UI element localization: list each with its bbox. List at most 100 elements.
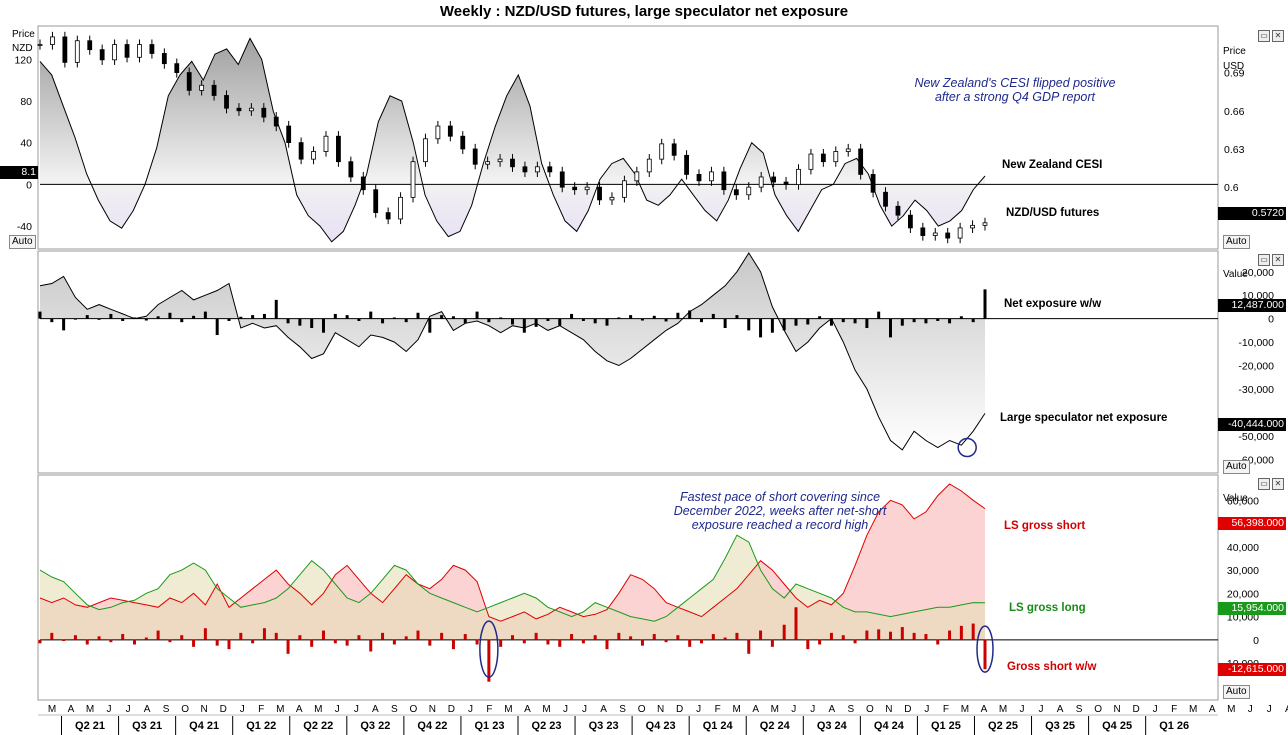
time-axis-month-label: O xyxy=(638,704,646,715)
net-ww-bar xyxy=(853,318,857,324)
net-ww-bar xyxy=(404,318,408,323)
net-ww-bar xyxy=(818,316,822,319)
right-axis-tick-p3: 0 xyxy=(1253,635,1259,647)
gross-short-ww-bar xyxy=(640,639,644,646)
futures-candle-body xyxy=(646,158,652,173)
time-axis-quarter-label: Q1 26 xyxy=(1159,720,1189,732)
annotation-short-line1: Fastest pace of short covering since xyxy=(679,490,881,504)
gross-short-ww-bar xyxy=(310,639,314,647)
futures-candle-body xyxy=(298,142,304,160)
gross-short-ww-bar xyxy=(180,635,184,640)
gross-short-ww-bar xyxy=(121,634,125,640)
auto-button-p1-right[interactable]: Auto xyxy=(1223,235,1250,249)
restore-icon-p2[interactable]: ▭ xyxy=(1258,254,1270,266)
gross-short-ww-bar xyxy=(451,639,455,650)
futures-candle-body xyxy=(671,143,677,156)
futures-candle-body xyxy=(696,174,702,182)
time-axis-month-label: S xyxy=(619,704,626,715)
net-ww-bar xyxy=(357,318,361,321)
auto-button-p2-right[interactable]: Auto xyxy=(1223,460,1250,474)
futures-candle-body xyxy=(733,189,739,196)
time-axis-quarter-label: Q2 24 xyxy=(760,720,791,732)
time-axis-month-label: M xyxy=(48,704,56,715)
time-axis-month-label: J xyxy=(1039,704,1044,715)
restore-icon-p1[interactable]: ▭ xyxy=(1258,30,1270,42)
net-ww-bar xyxy=(948,318,952,324)
futures-candle-body xyxy=(684,154,689,175)
time-axis-month-label: N xyxy=(657,704,664,715)
right-axis-header-p2: Value xyxy=(1223,269,1248,280)
futures-candle-body xyxy=(771,176,777,183)
gross-short-ww-bar xyxy=(322,630,325,640)
restore-icon-p3[interactable]: ▭ xyxy=(1258,478,1270,490)
futures-candle-body xyxy=(236,107,242,112)
time-axis-month-label: J xyxy=(563,704,568,715)
net-ww-bar xyxy=(700,318,703,323)
futures-candle-body xyxy=(547,166,553,173)
futures-candle-body xyxy=(385,212,391,220)
right-axis-header-p1-line1: Price xyxy=(1223,46,1246,57)
time-axis-month-label: J xyxy=(924,704,929,715)
right-axis-tick-p2: 0 xyxy=(1268,314,1274,326)
gross-short-ww-bar xyxy=(936,639,940,645)
right-axis-tick-p2: -20,000 xyxy=(1238,361,1274,373)
time-axis-month-label: J xyxy=(810,704,815,715)
close-icon-p2[interactable]: ✕ xyxy=(1272,254,1284,266)
futures-candle-body xyxy=(373,189,379,214)
futures-candle-body xyxy=(174,63,180,73)
gross-short-ww-bar xyxy=(829,632,833,640)
gross-short-ww-bar xyxy=(853,639,857,644)
net-ww-bar xyxy=(522,318,526,333)
gross-short-ww-bar xyxy=(511,635,514,640)
futures-candle-body xyxy=(796,168,801,186)
futures-candle-body xyxy=(758,176,764,188)
time-axis-quarter-label: Q1 24 xyxy=(703,720,734,732)
time-axis-month-label: M xyxy=(999,704,1007,715)
left-axis-tick-p1: 120 xyxy=(14,54,32,66)
futures-candle-body xyxy=(721,171,727,191)
time-axis-month-label: M xyxy=(771,704,779,715)
time-axis-month-label: D xyxy=(676,704,683,715)
futures-candle-body xyxy=(87,40,93,51)
right-axis-header-p1-line2: USD xyxy=(1223,61,1245,72)
close-icon-p3[interactable]: ✕ xyxy=(1272,478,1284,490)
net-ww-bar xyxy=(617,317,621,319)
gross-short-ww-bar xyxy=(487,639,491,682)
futures-candle-body xyxy=(137,44,142,58)
net-ww-bar xyxy=(936,318,940,321)
gross-short-ww-bar xyxy=(333,639,337,644)
net-ww-bar xyxy=(298,318,302,326)
right-axis-tick-p2: -30,000 xyxy=(1238,384,1274,396)
time-axis-month-label: J xyxy=(468,704,473,715)
futures-candle-body xyxy=(820,153,826,163)
auto-button-p3-right[interactable]: Auto xyxy=(1223,685,1250,699)
futures-candle-body xyxy=(248,107,254,112)
gross-short-ww-bar xyxy=(440,632,444,640)
time-axis-month-label: D xyxy=(448,704,455,715)
gross-short-ww-bar xyxy=(274,632,278,640)
close-icon-p1[interactable]: ✕ xyxy=(1272,30,1284,42)
futures-candle-body xyxy=(970,224,975,229)
right-axis-tick-p3: 20,000 xyxy=(1227,588,1259,600)
time-axis-month-label: A xyxy=(828,704,835,715)
time-axis-month-label: F xyxy=(258,704,264,715)
futures-candle-body xyxy=(522,166,528,173)
tag-gross-long: 15,954.000 xyxy=(1218,602,1286,615)
label-nz-cesi: New Zealand CESI xyxy=(1002,159,1103,171)
gross-short-ww-bar xyxy=(62,639,66,642)
gross-short-ww-bar xyxy=(522,639,526,644)
net-ww-bar xyxy=(581,318,585,321)
gross-short-ww-bar xyxy=(664,639,668,643)
gross-short-ww-bar xyxy=(168,639,172,643)
futures-candle-body xyxy=(783,181,789,186)
net-ww-bar xyxy=(735,315,739,319)
time-axis-month-label: J xyxy=(354,704,359,715)
annotation-cesi: New Zealand's CESI flipped positive afte… xyxy=(880,76,1150,104)
auto-button-p1-left[interactable]: Auto xyxy=(9,235,36,249)
annotation-short-covering: Fastest pace of short covering since Dec… xyxy=(640,490,920,532)
time-axis-month-label: A xyxy=(600,704,607,715)
right-axis-tick-p3: 40,000 xyxy=(1227,542,1259,554)
net-ww-bar xyxy=(865,318,869,329)
gross-short-ww-bar xyxy=(215,639,219,646)
